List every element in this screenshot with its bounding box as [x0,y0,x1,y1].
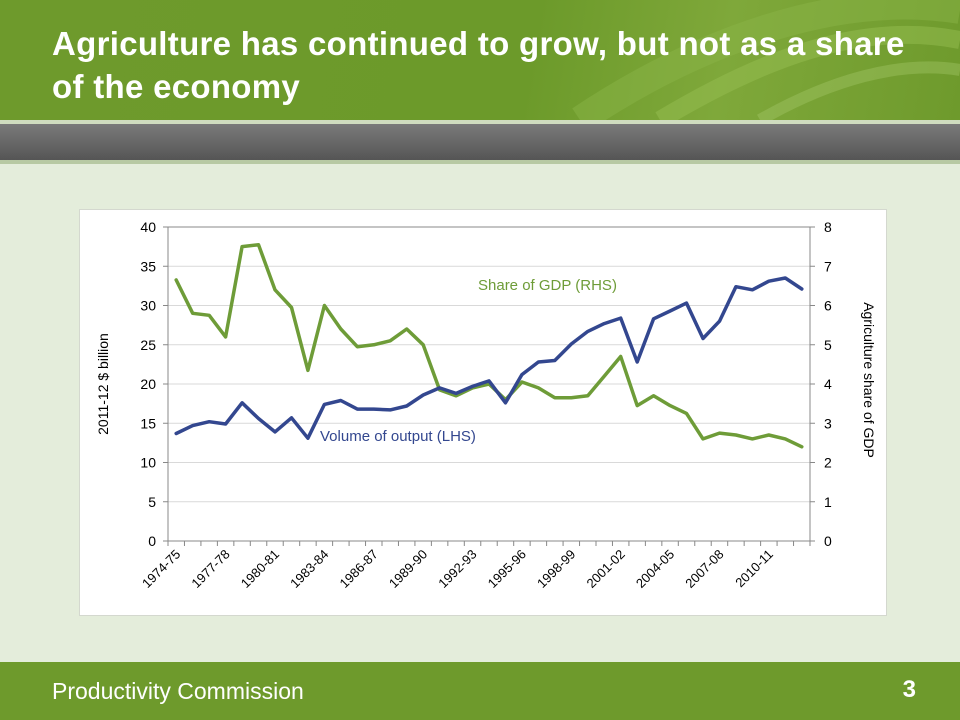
series-layer [174,242,804,449]
x-tick-label: 1995-96 [485,547,529,591]
x-axis-ticks: 1974-75 1977-78 1980-81 1983-84 1986-87 1989-… [139,541,811,591]
right-axis-ticks: 0 1 2 3 4 5 6 7 8 [810,219,832,549]
y-left-tick-label: 10 [140,455,156,471]
y-axis-label-left: 2011-12 $ billion [95,333,111,435]
share-series-label: Share of GDP (RHS) [478,277,617,294]
share-of-gdp-series-line [174,242,804,449]
y-left-tick-label: 0 [148,533,156,549]
x-tick-label: 1974-75 [139,547,183,591]
y-axis-label-right: Agriculture share of GDP [861,302,877,458]
grey-band [0,124,960,160]
footer-organization: Productivity Commission [52,678,304,704]
y-left-tick-label: 15 [140,415,156,431]
volume-series-label: Volume of output (LHS) [320,428,476,445]
slide-title: Agriculture has continued to grow, but n… [52,25,905,105]
x-tick-label: 1989-90 [386,547,430,591]
x-tick-label: 2001-02 [583,547,627,591]
x-tick-label: 1983-84 [287,547,331,591]
y-right-tick-label: 0 [824,533,832,549]
footer-bar: Productivity Commission 3 [0,662,960,720]
y-left-tick-label: 25 [140,337,156,353]
y-left-tick-label: 35 [140,258,156,274]
band-divider [0,160,960,164]
x-tick-label: 1998-99 [534,547,578,591]
x-tick-label: 1980-81 [238,547,282,591]
page-number: 3 [902,676,916,703]
y-right-tick-label: 8 [824,219,832,235]
volume-of-output-series-line [174,276,804,440]
decorative-swirl-graphic [572,0,960,120]
y-right-tick-label: 4 [824,376,832,392]
x-tick-label: 1986-87 [337,547,381,591]
y-right-tick-label: 7 [824,258,832,274]
x-tick-label: 2010-11 [732,547,776,591]
y-right-tick-label: 2 [824,455,832,471]
y-right-tick-label: 1 [824,494,832,510]
x-tick-label: 2004-05 [633,547,677,591]
y-right-tick-label: 5 [824,337,832,353]
y-right-tick-label: 3 [824,415,832,431]
y-left-tick-label: 40 [140,219,156,235]
x-tick-label: 2007-08 [682,547,726,591]
chart-container: 0 5 10 15 20 25 30 35 40 0 1 2 3 4 5 6 7 8 1974-75 1977-7… [79,209,887,616]
y-left-tick-label: 5 [148,494,156,510]
x-tick-label: 1977-78 [188,547,232,591]
y-left-tick-label: 30 [140,298,156,314]
header-bar: Agriculture has continued to grow, but n… [0,0,960,120]
left-axis-ticks: 0 5 10 15 20 25 30 35 40 [140,219,168,549]
line-chart: 0 5 10 15 20 25 30 35 40 0 1 2 3 4 5 6 7 8 1974-75 1977-7… [95,219,877,591]
y-left-tick-label: 20 [140,376,156,392]
header-divider [0,120,960,124]
x-tick-label: 1992-93 [435,547,479,591]
y-right-tick-label: 6 [824,298,832,314]
